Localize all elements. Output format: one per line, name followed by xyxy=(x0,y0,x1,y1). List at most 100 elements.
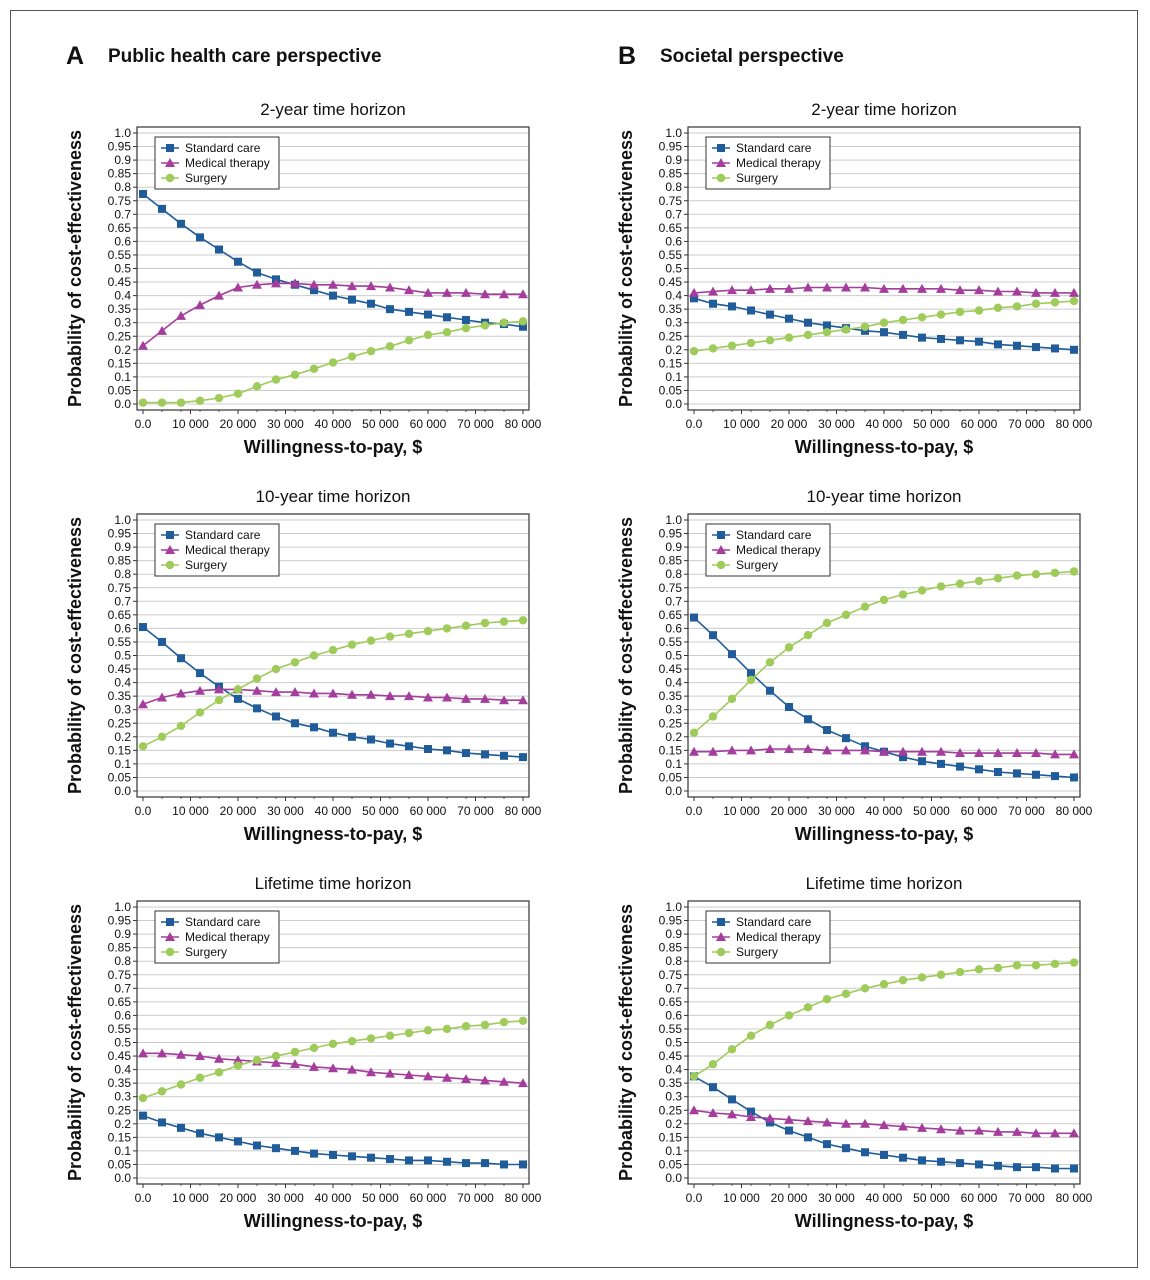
data-point xyxy=(936,283,946,293)
data-point xyxy=(689,746,699,756)
legend-label: Medical therapy xyxy=(736,543,821,557)
data-point xyxy=(309,688,319,698)
data-point xyxy=(499,318,509,327)
data-point xyxy=(214,1068,224,1077)
data-point xyxy=(1070,345,1078,354)
data-point xyxy=(974,748,984,758)
y-tick-label: 0.7 xyxy=(114,594,131,608)
data-point xyxy=(1050,298,1060,307)
legend-marker xyxy=(716,173,726,183)
data-point xyxy=(195,1073,205,1082)
y-tick-label: 0.25 xyxy=(108,329,132,343)
chart-4: 10-year time horizon0.00.050.10.150.20.2… xyxy=(616,487,1093,844)
x-tick-label: 70 000 xyxy=(1008,804,1045,818)
data-point xyxy=(176,1080,186,1089)
y-tick-label: 0.4 xyxy=(114,1063,131,1077)
legend-label: Medical therapy xyxy=(185,543,270,557)
data-point xyxy=(898,283,908,293)
x-tick-label: 10 000 xyxy=(723,1191,760,1205)
data-point xyxy=(404,629,414,639)
chart-6: Lifetime time horizon0.00.050.10.150.20.… xyxy=(616,874,1093,1231)
data-point xyxy=(1031,961,1041,970)
data-point xyxy=(1069,296,1079,306)
x-tick-label: 60 000 xyxy=(410,804,447,818)
data-point xyxy=(196,1129,204,1138)
chart-5: Lifetime time horizon0.00.050.10.150.20.… xyxy=(65,874,542,1231)
y-tick-label: 0.55 xyxy=(659,248,683,262)
data-point xyxy=(1013,769,1021,778)
x-tick-label: 30 000 xyxy=(267,417,304,431)
y-tick-label: 0.35 xyxy=(659,302,683,316)
y-tick-label: 1.0 xyxy=(665,513,682,527)
data-point xyxy=(803,630,813,640)
y-tick-label: 0.3 xyxy=(114,703,131,717)
y-tick-label: 0.0 xyxy=(665,397,682,411)
data-point xyxy=(272,1144,280,1153)
data-point xyxy=(328,1039,338,1049)
y-tick-label: 0.85 xyxy=(108,941,132,955)
data-point xyxy=(499,289,509,299)
data-point xyxy=(252,674,262,683)
data-point xyxy=(994,768,1002,777)
data-point xyxy=(936,746,946,756)
data-point xyxy=(405,1156,413,1165)
y-tick-label: 0.2 xyxy=(114,343,131,357)
data-point xyxy=(936,970,946,979)
data-point xyxy=(518,1016,528,1026)
legend-marker xyxy=(717,144,725,152)
x-tick-label: 40 000 xyxy=(315,804,352,818)
data-point xyxy=(462,1159,470,1168)
data-point xyxy=(423,692,433,702)
legend-label: Surgery xyxy=(736,171,778,185)
y-tick-label: 0.75 xyxy=(108,581,132,595)
y-tick-label: 0.7 xyxy=(114,207,131,221)
data-point xyxy=(1012,571,1022,580)
y-tick-label: 0.4 xyxy=(665,1063,682,1077)
data-point xyxy=(936,1124,946,1134)
data-point xyxy=(785,314,793,323)
y-tick-label: 0.95 xyxy=(108,140,132,154)
data-point xyxy=(138,1048,148,1058)
y-tick-label: 0.65 xyxy=(108,995,132,1009)
series-line-3 xyxy=(693,961,1075,1078)
plot-frame xyxy=(687,513,1081,798)
data-point xyxy=(329,291,337,300)
data-point xyxy=(822,618,832,628)
legend-marker xyxy=(716,545,726,554)
data-point xyxy=(803,330,813,340)
x-tick-label: 60 000 xyxy=(961,1191,998,1205)
y-tick-label: 0.95 xyxy=(659,140,683,154)
data-point xyxy=(899,753,907,762)
data-point xyxy=(386,305,394,314)
data-point xyxy=(860,745,870,755)
x-tick-label: 40 000 xyxy=(315,417,352,431)
legend-marker xyxy=(165,158,175,167)
legend-label: Medical therapy xyxy=(736,930,821,944)
data-point xyxy=(879,595,889,605)
data-point xyxy=(442,1024,452,1034)
y-tick-label: 0.85 xyxy=(659,167,683,181)
y-tick-label: 0.15 xyxy=(108,743,132,757)
data-point xyxy=(424,744,432,753)
legend-label: Surgery xyxy=(185,171,227,185)
y-tick-label: 0.85 xyxy=(108,554,132,568)
data-point xyxy=(708,712,718,721)
y-tick-label: 0.65 xyxy=(108,608,132,622)
data-point xyxy=(158,204,166,213)
data-point xyxy=(1050,568,1060,578)
data-point xyxy=(347,1036,357,1046)
data-point xyxy=(994,1161,1002,1170)
x-tick-label: 50 000 xyxy=(362,1191,399,1205)
data-point xyxy=(899,330,907,339)
y-axis-label: Probability of cost-effectiveness xyxy=(616,904,636,1181)
data-point xyxy=(404,691,414,701)
chart-title: 10-year time horizon xyxy=(807,487,962,506)
data-point xyxy=(233,282,243,292)
data-point xyxy=(157,325,167,335)
data-point xyxy=(385,282,395,292)
data-point xyxy=(157,398,167,407)
data-point xyxy=(765,658,775,667)
data-point xyxy=(974,965,984,974)
y-tick-label: 0.05 xyxy=(659,383,683,397)
data-point xyxy=(1031,299,1041,308)
